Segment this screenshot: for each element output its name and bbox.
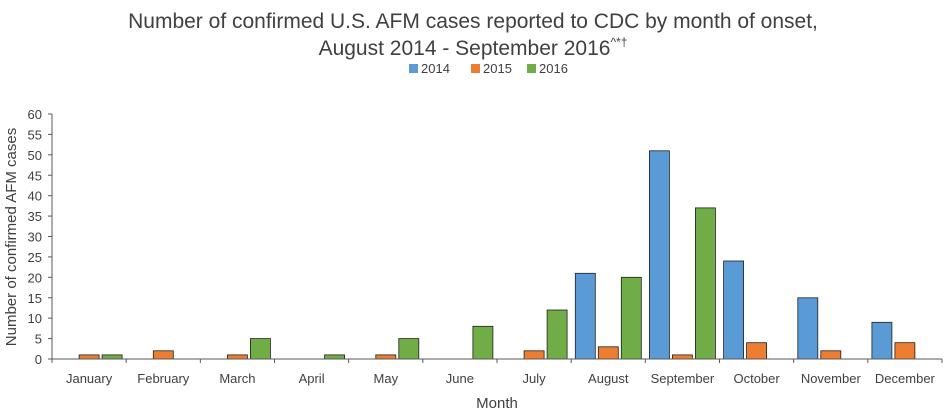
x-tick-label-december: December [875,371,936,386]
chart-title-line-1: Number of confirmed U.S. AFM cases repor… [128,10,818,33]
y-tick-label: 35 [28,209,42,224]
bar-2015-september [672,354,693,360]
y-tick-label: 50 [28,148,42,163]
bar-2016-september [695,207,716,360]
x-tick-label-september: September [651,371,715,386]
bar-2016-march [249,338,271,360]
y-tick-label: 15 [28,291,42,306]
bar-2014-november [797,297,819,360]
bar-2014-october [723,260,744,360]
y-tick-label: 5 [35,332,42,347]
y-axis: 0 5 10 15 20 25 30 35 40 45 50 55 60 [28,107,53,367]
y-tick-label: 20 [28,270,42,285]
bar-2014-december [871,321,893,360]
y-tick-label: 10 [28,311,42,326]
bar-2015-august [597,346,619,360]
x-tick-label-may: May [374,371,399,386]
bar-2015-may [375,354,397,360]
x-tick-label-march: March [219,371,255,386]
bar-2015-december [894,342,916,360]
bar-2016-june [472,325,494,360]
y-tick-label: 25 [28,250,42,265]
chart-legend: 2014 2015 2016 [409,61,568,76]
bar-2015-march [226,354,248,360]
legend-swatch-2016 [527,64,536,73]
bar-2014-august [574,272,596,360]
bar-2016-july [546,309,568,360]
bar-2014-september [649,150,670,360]
bar-2015-october [746,342,767,360]
x-tick-label-october: October [733,371,780,386]
bar-2016-may [398,338,420,360]
chart-title-superscript: ^*† [610,35,627,49]
chart-title-line-2-text: August 2014 - September 2016 [319,37,611,60]
y-axis-label: Number of confirmed AFM cases [3,128,20,346]
x-tick-label-january: January [66,371,113,386]
bars-group [78,150,916,360]
legend-label-2015: 2015 [483,61,512,76]
bar-2015-november [820,350,842,360]
y-tick-label: 40 [28,189,42,204]
y-tick-label: 0 [35,352,42,367]
bar-2015-february [152,350,174,360]
x-tick-label-november: November [801,371,862,386]
x-tick-label-february: February [137,371,190,386]
x-axis: January February March April May June July Augu… [51,358,943,386]
x-tick-label-july: July [523,371,547,386]
bar-2016-august [620,276,642,360]
bar-2015-january [78,354,100,360]
legend-label-2016: 2016 [539,61,568,76]
y-tick-label: 45 [28,168,42,183]
chart-title-line-2: August 2014 - September 2016^*† [319,35,628,60]
y-tick-label: 60 [28,107,42,122]
legend-swatch-2014 [409,64,418,73]
legend-label-2014: 2014 [421,61,450,76]
x-tick-label-april: April [299,371,325,386]
legend-swatch-2015 [471,64,480,73]
y-tick-label: 30 [28,230,42,245]
y-tick-label: 55 [28,127,42,142]
x-axis-label: Month [476,395,518,412]
bar-2016-january [101,354,123,360]
x-tick-label-june: June [446,371,474,386]
bar-2015-july [523,350,545,360]
x-tick-label-august: August [588,371,629,386]
bar-2016-april [324,354,346,360]
